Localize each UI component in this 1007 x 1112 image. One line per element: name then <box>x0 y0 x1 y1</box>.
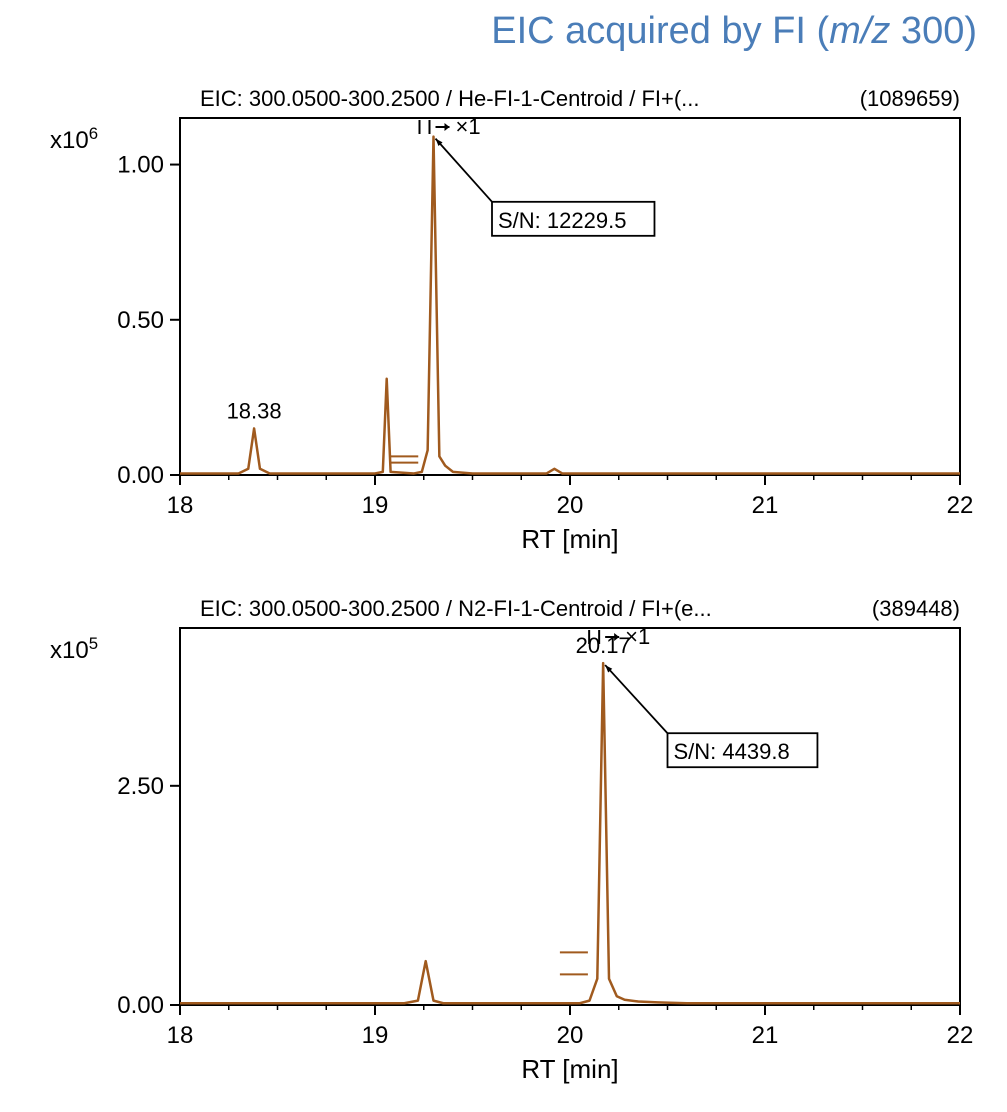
svg-text:20: 20 <box>557 492 584 519</box>
svg-text:19: 19 <box>362 1022 389 1049</box>
title-mz: m/z <box>829 10 890 52</box>
svg-text:0.00: 0.00 <box>117 462 164 489</box>
svg-text:×1: ×1 <box>456 114 481 139</box>
svg-text:RT [min]: RT [min] <box>521 524 618 554</box>
svg-text:20: 20 <box>557 1022 584 1049</box>
svg-text:0.00: 0.00 <box>117 992 164 1019</box>
svg-text:22: 22 <box>947 1022 974 1049</box>
svg-text:18.38: 18.38 <box>227 398 282 423</box>
svg-text:S/N: 4439.8: S/N: 4439.8 <box>674 739 790 764</box>
svg-text:EIC: 300.0500-300.2500 / He-FI: EIC: 300.0500-300.2500 / He-FI-1-Centroi… <box>200 86 700 111</box>
chart-2: EIC: 300.0500-300.2500 / N2-FI-1-Centroi… <box>30 590 980 1090</box>
svg-text:RT [min]: RT [min] <box>521 1054 618 1084</box>
title-suffix: 300) <box>890 10 977 52</box>
page-title: EIC acquired by FI (m/z 300) <box>491 10 977 53</box>
svg-text:18: 18 <box>167 492 194 519</box>
svg-text:0.50: 0.50 <box>117 307 164 334</box>
svg-text:2.50: 2.50 <box>117 773 164 800</box>
svg-text:1.00: 1.00 <box>117 152 164 179</box>
chart-1-svg: EIC: 300.0500-300.2500 / He-FI-1-Centroi… <box>30 80 980 560</box>
svg-text:21: 21 <box>752 492 779 519</box>
page: EIC acquired by FI (m/z 300) EIC: 300.05… <box>0 0 1007 1112</box>
svg-text:×1: ×1 <box>625 624 650 649</box>
title-prefix: EIC acquired by FI ( <box>491 10 829 52</box>
svg-text:(1089659): (1089659) <box>860 86 960 111</box>
svg-text:(389448): (389448) <box>872 596 960 621</box>
svg-text:22: 22 <box>947 492 974 519</box>
svg-text:21: 21 <box>752 1022 779 1049</box>
svg-text:EIC: 300.0500-300.2500 / N2-FI: EIC: 300.0500-300.2500 / N2-FI-1-Centroi… <box>200 596 712 621</box>
svg-text:20.17: 20.17 <box>576 633 631 658</box>
chart-1: EIC: 300.0500-300.2500 / He-FI-1-Centroi… <box>30 80 980 560</box>
svg-text:18: 18 <box>167 1022 194 1049</box>
svg-text:S/N: 12229.5: S/N: 12229.5 <box>498 208 626 233</box>
svg-text:19: 19 <box>362 492 389 519</box>
chart-2-svg: EIC: 300.0500-300.2500 / N2-FI-1-Centroi… <box>30 590 980 1090</box>
